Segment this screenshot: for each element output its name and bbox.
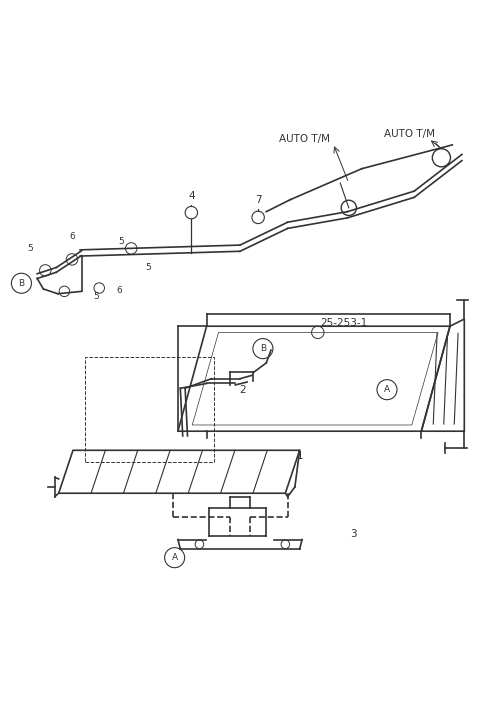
Text: 6: 6	[69, 232, 75, 242]
Text: A: A	[384, 385, 390, 394]
Text: B: B	[260, 344, 266, 353]
Text: 3: 3	[350, 529, 357, 539]
Text: 2: 2	[239, 384, 246, 395]
Text: 1: 1	[296, 452, 303, 461]
Text: 5: 5	[119, 237, 124, 246]
Text: B: B	[18, 279, 24, 287]
Text: 5: 5	[145, 263, 151, 272]
Text: 7: 7	[255, 195, 262, 205]
Text: 5: 5	[27, 244, 33, 253]
Text: 5: 5	[93, 292, 99, 300]
Text: 6: 6	[117, 286, 122, 295]
Text: AUTO T/M: AUTO T/M	[279, 134, 330, 143]
Text: 4: 4	[188, 191, 194, 201]
Text: 25-253-1: 25-253-1	[320, 318, 367, 328]
Text: AUTO T/M: AUTO T/M	[384, 129, 435, 139]
Text: A: A	[171, 553, 178, 562]
